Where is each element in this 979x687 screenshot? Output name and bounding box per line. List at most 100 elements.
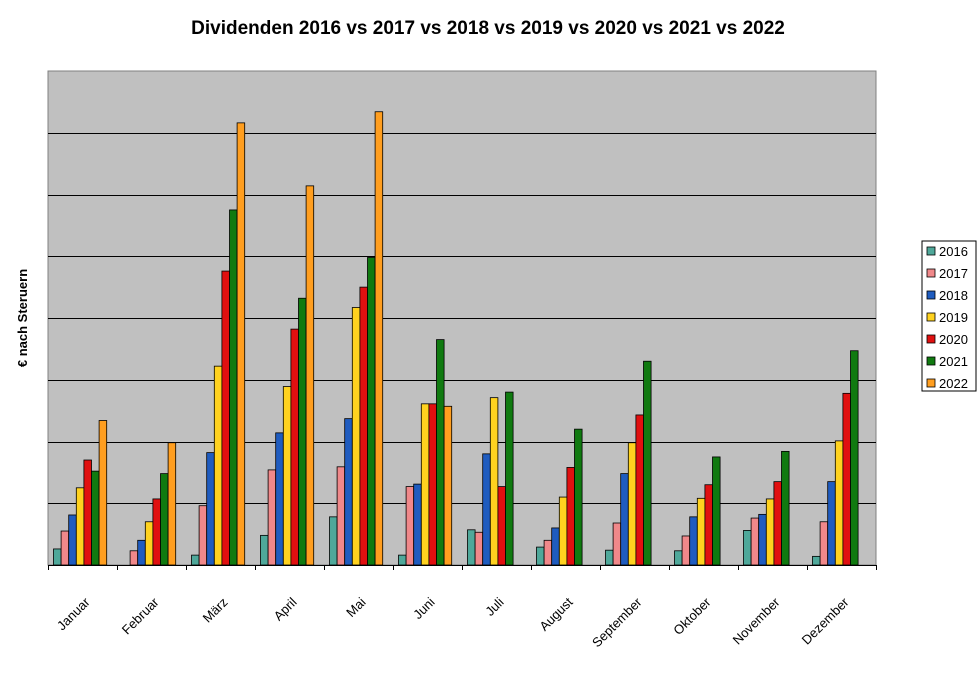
bar-2019-oktober xyxy=(696,497,706,566)
bar-2020-januar xyxy=(83,459,92,566)
bar-2017-märz xyxy=(198,505,208,566)
bar-2019-april xyxy=(282,386,292,566)
bar-2018-juli xyxy=(482,453,491,566)
bar-2018-februar xyxy=(137,539,146,566)
x-tick-label: Dezember xyxy=(799,594,852,647)
bar-2019-dezember xyxy=(834,440,844,566)
bar-2018-april xyxy=(275,432,284,566)
bar-2018-november xyxy=(758,513,767,566)
legend-swatch-2020 xyxy=(926,334,936,344)
legend-swatch-2019 xyxy=(926,312,936,322)
bar-2018-märz xyxy=(206,452,215,566)
legend-label-2019: 2019 xyxy=(939,310,968,325)
x-tick-label: Februar xyxy=(119,594,162,637)
bar-2021-märz xyxy=(229,209,238,566)
bar-2016-märz xyxy=(191,554,200,566)
bar-2021-august xyxy=(574,428,583,566)
bar-2022-märz xyxy=(236,122,246,566)
bar-2022-mai xyxy=(374,111,384,566)
bar-2022-februar xyxy=(167,442,177,566)
bar-2018-januar xyxy=(68,514,77,566)
x-tick-label: Juni xyxy=(410,594,438,622)
bar-2020-märz xyxy=(221,270,230,566)
bar-2019-august xyxy=(558,496,568,566)
legend-swatch-2016 xyxy=(926,246,936,256)
x-tick-label: Mai xyxy=(343,594,368,619)
bar-2021-januar xyxy=(91,470,100,566)
bar-2018-juni xyxy=(413,483,422,566)
bar-2016-juli xyxy=(467,529,476,566)
bar-2016-november xyxy=(743,530,752,566)
bar-2019-mai xyxy=(351,307,361,566)
legend-label-2017: 2017 xyxy=(939,266,968,281)
bar-2017-juni xyxy=(405,486,415,566)
bar-2022-april xyxy=(305,185,315,566)
x-tick-label: Oktober xyxy=(670,594,714,638)
bar-2020-november xyxy=(773,481,782,566)
x-tick-label: April xyxy=(271,594,300,623)
bar-2016-januar xyxy=(53,548,62,566)
bar-2020-juli xyxy=(497,486,506,566)
bar-2021-juni xyxy=(436,339,445,566)
bar-2020-august xyxy=(566,467,575,566)
legend-label-2016: 2016 xyxy=(939,244,968,259)
bar-2017-august xyxy=(543,539,553,566)
bar-2020-juni xyxy=(428,403,437,566)
bar-2019-juli xyxy=(489,397,499,566)
bar-2021-februar xyxy=(160,473,169,566)
bar-2018-oktober xyxy=(689,516,698,566)
bar-2018-august xyxy=(551,527,560,566)
bar-2021-april xyxy=(298,297,307,566)
bar-2016-dezember xyxy=(812,555,821,566)
bar-2022-januar xyxy=(98,420,108,566)
bar-2020-september xyxy=(635,414,644,566)
bar-2020-dezember xyxy=(842,392,851,566)
x-tick-label: März xyxy=(200,595,231,626)
legend-label-2022: 2022 xyxy=(939,376,968,391)
x-tick-label: September xyxy=(589,594,645,650)
bar-2021-oktober xyxy=(712,456,721,566)
legend-swatch-2021 xyxy=(926,356,936,366)
legend-label-2020: 2020 xyxy=(939,332,968,347)
legend-swatch-2022 xyxy=(926,378,936,388)
legend-label-2021: 2021 xyxy=(939,354,968,369)
bar-2019-februar xyxy=(144,521,154,566)
legend: 2016 2017 2018 2019 2020 2021 2022 xyxy=(921,240,977,392)
bar-2017-januar xyxy=(60,530,70,566)
bar-2021-juli xyxy=(505,391,514,566)
bar-2017-oktober xyxy=(681,535,691,566)
chart-title: Dividenden 2016 vs 2017 vs 2018 vs 2019 … xyxy=(191,18,785,39)
bar-2019-juni xyxy=(420,403,430,566)
x-tick-label: Juli xyxy=(482,594,506,618)
y-axis-label: € nach Steruern xyxy=(15,269,30,367)
bar-2020-februar xyxy=(152,498,161,566)
bar-2021-dezember xyxy=(850,350,859,566)
legend-label-2018: 2018 xyxy=(939,288,968,303)
bar-2017-november xyxy=(750,517,760,566)
x-tick-label: Januar xyxy=(54,594,93,633)
bar-2019-märz xyxy=(213,365,223,566)
bar-2017-februar xyxy=(129,550,139,566)
x-tick-label: August xyxy=(536,594,575,633)
bar-2017-dezember xyxy=(819,521,829,566)
legend-swatch-2018 xyxy=(926,290,936,300)
bar-2017-september xyxy=(612,522,622,566)
bar-2020-april xyxy=(290,328,299,566)
legend-swatch-2017 xyxy=(926,268,936,278)
bar-2020-mai xyxy=(359,286,368,566)
bar-2021-mai xyxy=(367,257,376,566)
bar-2021-september xyxy=(643,360,652,566)
bar-2016-juni xyxy=(398,554,407,566)
bar-2017-april xyxy=(267,469,277,566)
bar-2017-juli xyxy=(474,531,484,566)
bar-2016-august xyxy=(536,546,545,566)
bar-2019-januar xyxy=(75,487,85,566)
bar-2018-september xyxy=(620,473,629,566)
bar-2016-september xyxy=(605,549,614,566)
bar-2022-juni xyxy=(443,405,453,566)
bar-2019-september xyxy=(627,442,637,566)
plot-area: Januar Februar März April Mai Juni Juli August S… xyxy=(47,70,877,650)
bar-2017-mai xyxy=(336,466,346,566)
x-tick-label: November xyxy=(730,594,783,647)
